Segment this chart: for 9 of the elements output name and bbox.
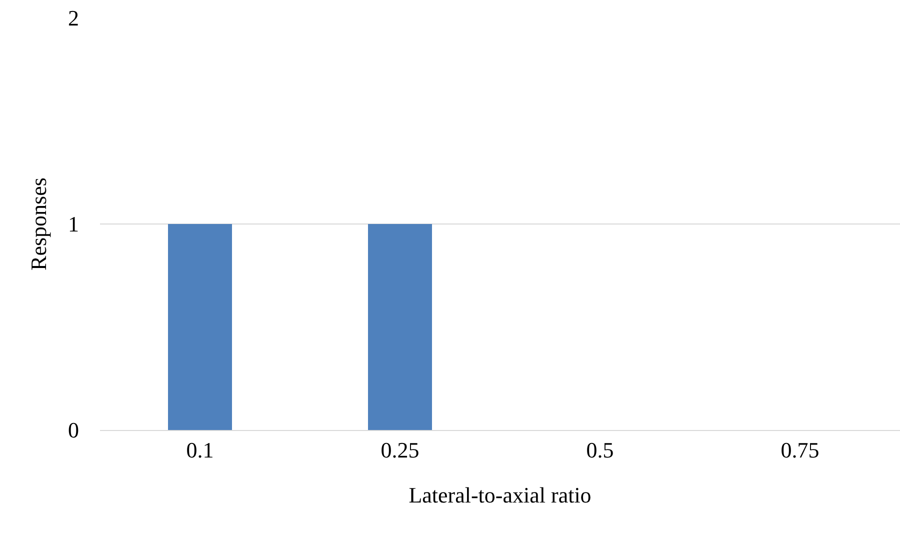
x-tick-label: 0.1: [186, 437, 214, 462]
x-axis-title: Lateral-to-axial ratio: [408, 482, 592, 508]
y-tick-label: 2: [68, 6, 79, 31]
y-tick-label: 0: [68, 418, 79, 443]
x-tick-label: 0.5: [586, 437, 614, 462]
y-tick-label: 1: [68, 212, 79, 237]
x-tick-label: 0.25: [380, 437, 420, 462]
x-tick-label: 0.75: [780, 437, 820, 462]
y-axis-title: Responses: [26, 178, 51, 270]
